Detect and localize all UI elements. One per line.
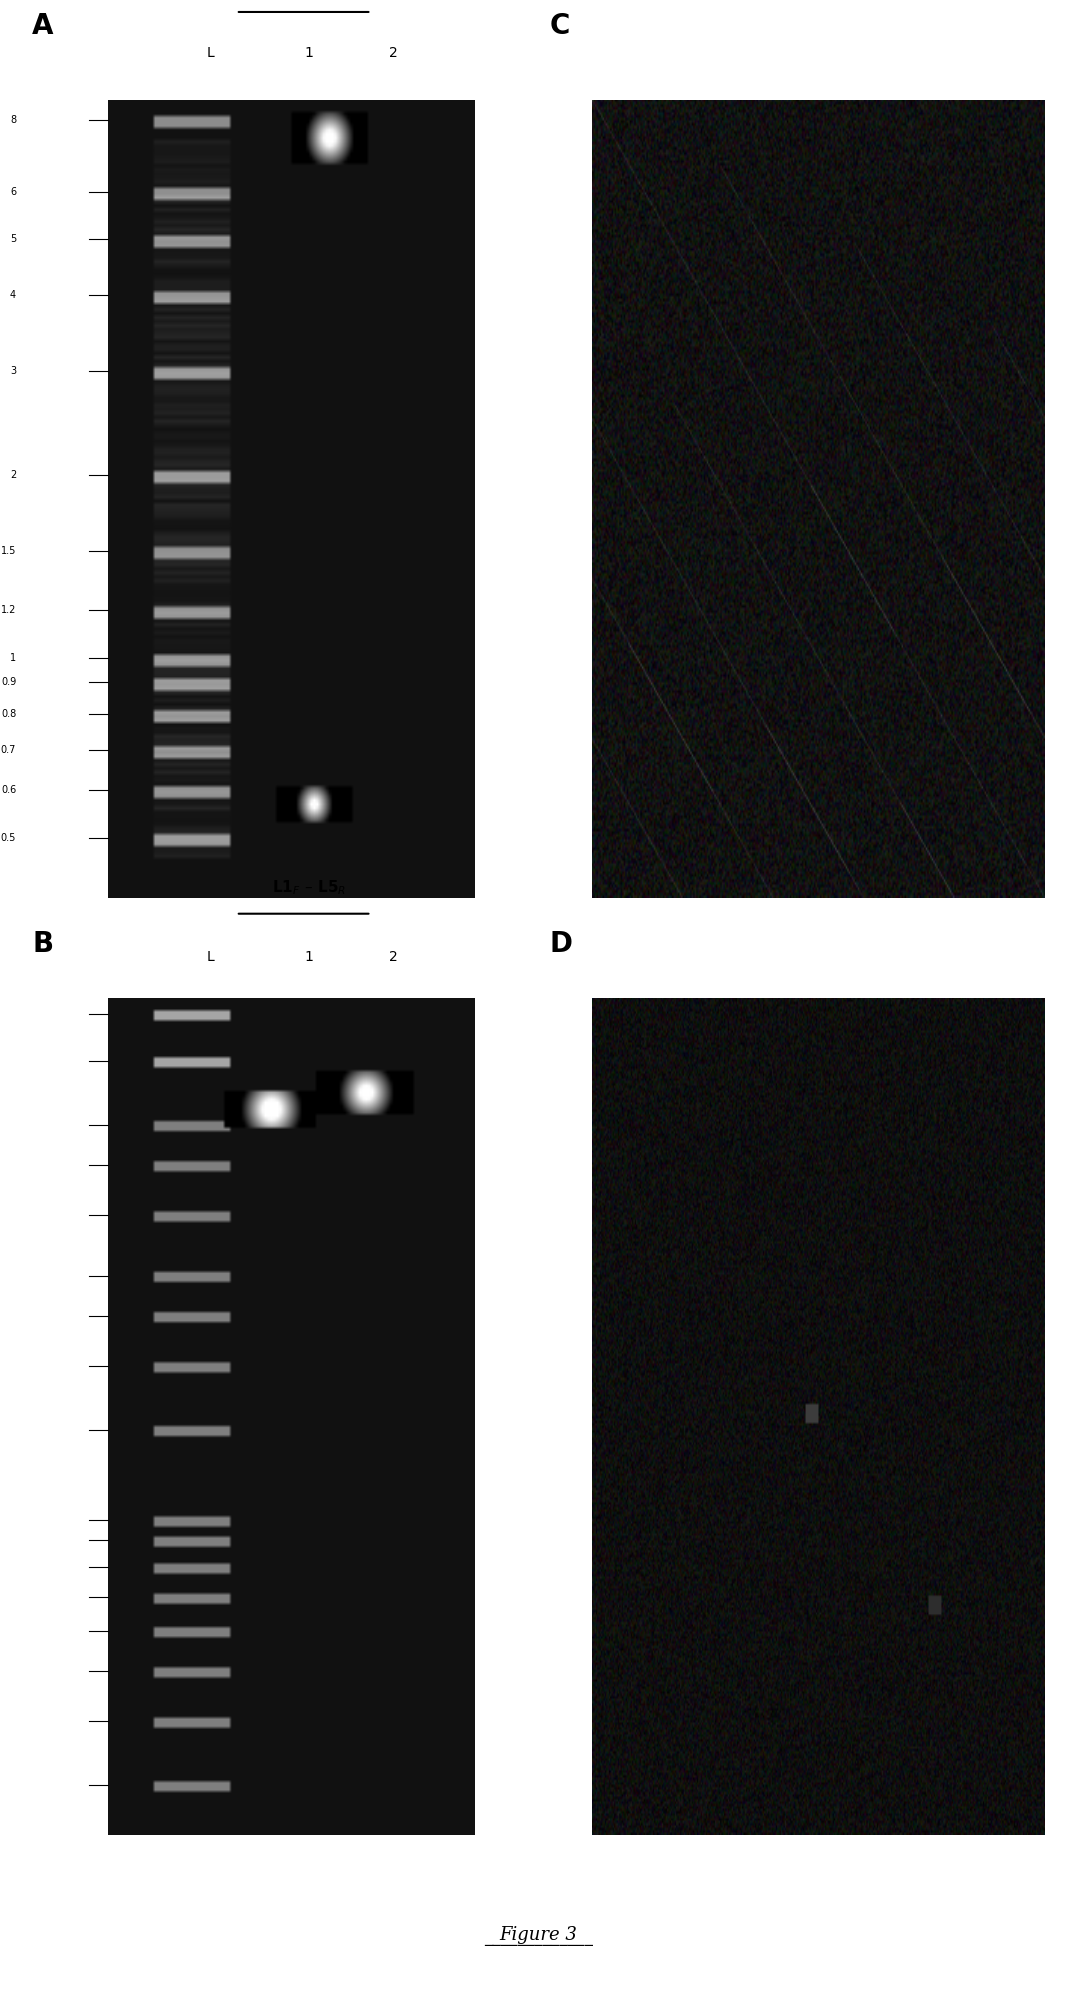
Text: 1.2: 1.2 bbox=[1, 604, 16, 616]
Text: 1.5: 1.5 bbox=[1, 545, 16, 557]
Text: L: L bbox=[207, 950, 214, 964]
Text: 6: 6 bbox=[10, 186, 16, 198]
Text: 2: 2 bbox=[10, 469, 16, 481]
Text: 2: 2 bbox=[389, 46, 397, 60]
Text: 1: 1 bbox=[305, 950, 313, 964]
Text: C: C bbox=[549, 12, 570, 40]
Text: 3: 3 bbox=[10, 365, 16, 377]
Text: 8: 8 bbox=[10, 114, 16, 126]
Text: 0.6: 0.6 bbox=[1, 784, 16, 796]
Text: 2: 2 bbox=[389, 950, 397, 964]
Text: A: A bbox=[32, 12, 54, 40]
Text: 5: 5 bbox=[10, 233, 16, 245]
Text: 1: 1 bbox=[10, 652, 16, 664]
Text: 0.7: 0.7 bbox=[1, 744, 16, 756]
Text: ─────────────: ───────────── bbox=[484, 1939, 593, 1953]
Text: 0.8: 0.8 bbox=[1, 708, 16, 720]
Text: 0.9: 0.9 bbox=[1, 676, 16, 688]
Text: 1: 1 bbox=[305, 46, 313, 60]
Text: 0.5: 0.5 bbox=[1, 832, 16, 844]
Text: L1$_F$ – L5$_R$: L1$_F$ – L5$_R$ bbox=[272, 878, 346, 898]
Text: Figure 3: Figure 3 bbox=[500, 1925, 577, 1945]
Text: L: L bbox=[207, 46, 214, 60]
Text: D: D bbox=[549, 930, 572, 958]
Text: 4: 4 bbox=[10, 289, 16, 301]
Text: B: B bbox=[32, 930, 54, 958]
